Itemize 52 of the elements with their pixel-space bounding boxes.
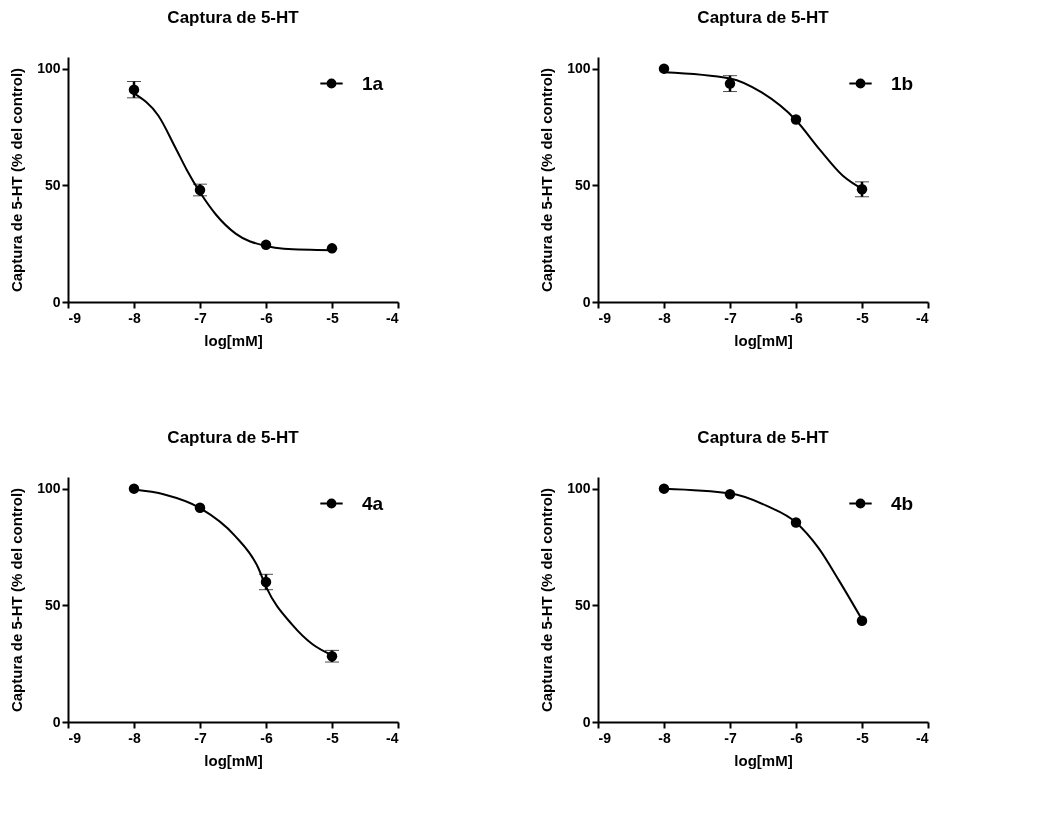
x-tick-label: -7 [724,729,737,746]
x-tick-label: -5 [856,309,869,326]
x-tick-label: -9 [68,729,82,746]
x-tick-label: -6 [260,309,273,326]
x-tick-label: -9 [598,729,612,746]
x-tick-label: -4 [916,309,929,326]
y-tick-label: 50 [44,596,61,613]
x-tick-label: -7 [194,729,207,746]
legend-label: 1b [891,72,914,94]
x-axis-title: log[mM] [204,331,263,349]
legend-label: 4b [891,492,914,514]
y-tick-label: 0 [52,713,61,730]
x-axis-title: log[mM] [204,751,263,769]
y-tick-label: 0 [582,713,591,730]
y-axis-title: Captura de 5-HT (% del control) [538,67,556,293]
y-axis-title: Captura de 5-HT (% del control) [8,67,26,293]
x-tick-label: -6 [260,729,273,746]
legend-label: 4a [362,492,384,514]
y-tick-label: 0 [52,293,61,310]
x-tick-label: -8 [128,309,141,326]
x-tick-label: -9 [68,309,82,326]
y-axis-title: Captura de 5-HT (% del control) [538,487,556,713]
x-tick-label: -4 [386,309,399,326]
x-tick-label: -9 [598,309,612,326]
x-axis-title: log[mM] [734,331,793,349]
y-tick-label: 50 [44,176,61,193]
x-tick-label: -7 [724,309,737,326]
legend-label: 1a [362,72,384,94]
chart-title: Captura de 5-HT [167,428,300,447]
x-tick-label: -8 [658,729,671,746]
x-tick-label: -8 [128,729,141,746]
x-tick-label: -5 [856,729,869,746]
x-tick-label: -4 [386,729,399,746]
x-tick-label: -6 [790,729,803,746]
y-tick-label: 0 [582,293,591,310]
chart-title: Captura de 5-HT [167,8,300,27]
x-axis-title: log[mM] [734,751,793,769]
x-tick-label: -8 [658,309,671,326]
y-tick-label: 50 [574,176,591,193]
y-tick-label: 50 [574,596,591,613]
chart-title: Captura de 5-HT [697,428,830,447]
x-tick-label: -5 [326,309,339,326]
y-tick-label: 100 [567,60,591,77]
y-tick-label: 100 [37,480,61,497]
x-tick-label: -7 [194,309,207,326]
x-tick-label: -6 [790,309,803,326]
x-tick-label: -5 [326,729,339,746]
y-axis-title: Captura de 5-HT (% del control) [8,487,26,713]
y-tick-label: 100 [37,60,61,77]
chart-title: Captura de 5-HT [697,8,830,27]
x-tick-label: -4 [916,729,929,746]
y-tick-label: 100 [567,480,591,497]
